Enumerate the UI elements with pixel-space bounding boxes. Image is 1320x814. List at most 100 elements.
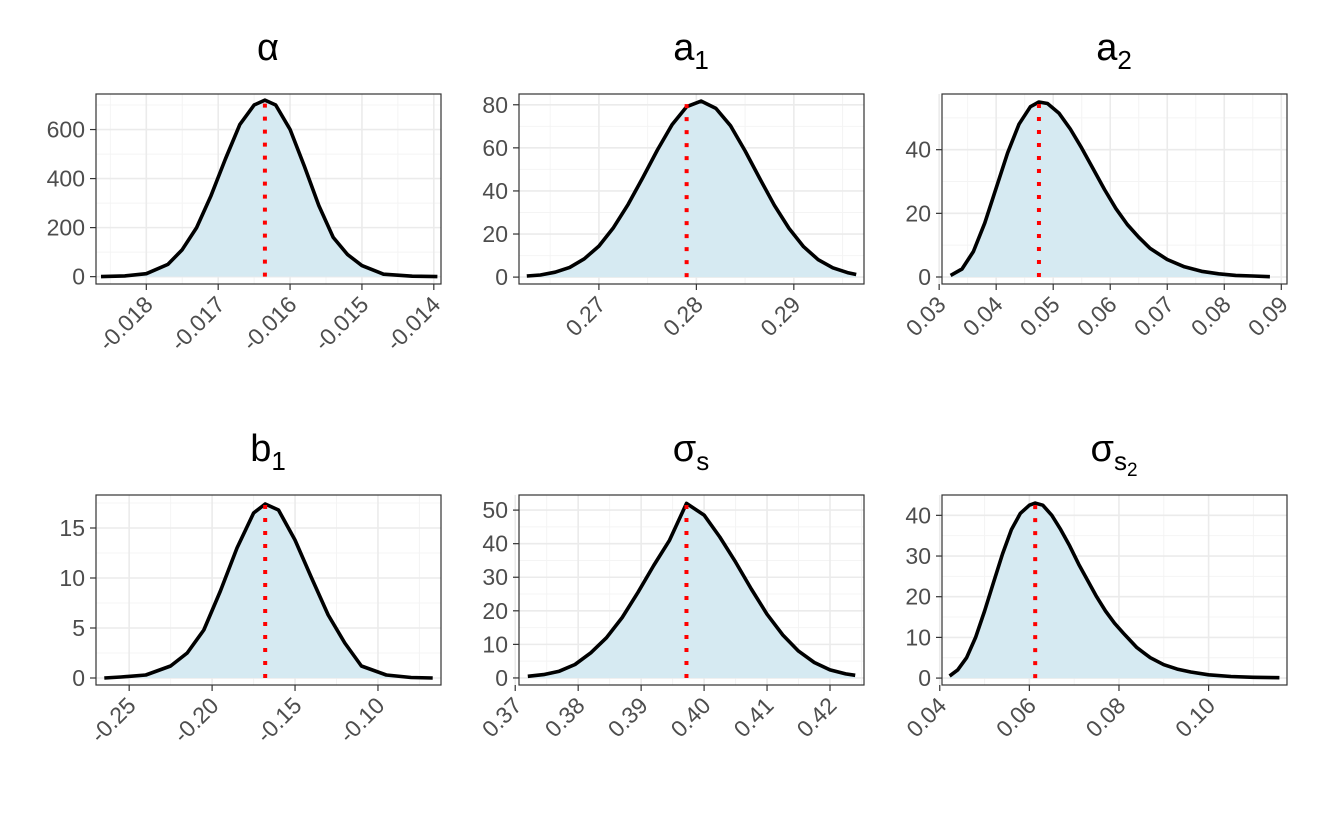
density-curve <box>527 501 856 679</box>
panel-title-base: σ <box>673 428 696 470</box>
panel-title: b1 <box>250 428 286 476</box>
density-area <box>527 503 856 678</box>
x-tick-label: 0.06 <box>991 692 1041 742</box>
x-tick-label: -0.15 <box>251 692 306 747</box>
y-tick-label: 20 <box>482 598 508 624</box>
panel-title: a2 <box>1096 27 1132 75</box>
y-axis: 0 200 400 600 <box>47 117 96 290</box>
x-tick-label: -0.017 <box>165 291 230 356</box>
x-axis: 0.04 0.06 0.08 0.10 <box>901 685 1220 742</box>
y-tick-label: 30 <box>482 564 508 590</box>
density-area <box>949 503 1280 679</box>
x-tick-label: 0.04 <box>901 692 951 742</box>
panel-border <box>941 93 1288 285</box>
x-tick-label: 0.28 <box>658 291 708 341</box>
x-tick-label: 0.39 <box>603 692 653 742</box>
x-tick-label: 0.08 <box>1080 692 1130 742</box>
x-tick-label: 0.29 <box>755 291 805 341</box>
y-tick-label: 0 <box>72 665 85 691</box>
y-tick-label: 0 <box>918 665 931 691</box>
y-tick-label: 20 <box>482 221 508 247</box>
panel-border <box>941 494 1288 686</box>
x-tick-label: -0.20 <box>168 692 223 747</box>
density-curve <box>100 98 438 279</box>
y-tick-label: 10 <box>905 624 931 650</box>
panel-title-subsubscript: 2 <box>1127 460 1138 481</box>
x-tick-label: 0.07 <box>1129 291 1179 341</box>
density-area <box>104 504 433 678</box>
density-area <box>101 100 438 277</box>
density-curve <box>949 100 1270 279</box>
x-axis: 0.37 0.38 0.39 0.40 0.41 0.42 <box>477 685 842 742</box>
panel-title: α <box>257 27 279 69</box>
density-area <box>950 102 1270 277</box>
panel-title-base: b <box>250 428 271 470</box>
density-area <box>526 101 857 278</box>
y-tick-label: 10 <box>482 631 508 657</box>
x-axis: -0.25 -0.20 -0.15 -0.10 <box>85 685 390 748</box>
panel-title-base: a <box>673 27 695 69</box>
y-tick-label: 40 <box>905 502 931 528</box>
x-tick-label: -0.10 <box>334 692 389 747</box>
y-tick-label: 10 <box>59 565 85 591</box>
y-tick-label: 0 <box>495 264 508 290</box>
x-tick-label: 0.09 <box>1243 291 1293 341</box>
y-tick-label: 40 <box>482 178 508 204</box>
x-tick-label: 0.03 <box>901 291 951 341</box>
x-axis: 0.03 0.04 0.05 0.06 0.07 0.08 0.09 <box>901 284 1293 341</box>
panel-border <box>95 93 442 285</box>
y-axis: 0 5 10 15 <box>59 515 96 691</box>
y-tick-label: 200 <box>47 215 85 241</box>
density-panel-2: a1 0 20 40 60 80 0.27 0.28 0.29 <box>482 27 865 341</box>
x-tick-label: 0.06 <box>1072 291 1122 341</box>
y-tick-label: 600 <box>47 117 85 143</box>
panel-title-subscript: s <box>696 446 709 476</box>
x-tick-label: 0.10 <box>1170 692 1220 742</box>
panel-title: σs2 <box>1090 428 1137 481</box>
x-tick-label: 0.40 <box>666 692 716 742</box>
x-tick-label: -0.25 <box>85 692 140 747</box>
panel-title-base: σ <box>1090 428 1113 470</box>
panel-title-subscript: 1 <box>271 446 285 476</box>
y-tick-label: 50 <box>482 497 508 523</box>
y-tick-label: 0 <box>918 264 931 290</box>
x-tick-label: 0.05 <box>1015 291 1065 341</box>
x-tick-label: -0.015 <box>309 291 374 356</box>
y-tick-label: 30 <box>905 543 931 569</box>
y-tick-label: 0 <box>72 264 85 290</box>
x-tick-label: 0.27 <box>560 291 610 341</box>
density-curve <box>104 502 433 680</box>
panel-title-subscript: 1 <box>694 45 708 75</box>
x-tick-label: 0.42 <box>792 692 842 742</box>
panel-border <box>518 93 865 285</box>
y-tick-label: 15 <box>59 515 85 541</box>
panel-title: σs <box>673 428 709 476</box>
x-tick-label: -0.016 <box>237 291 302 356</box>
x-tick-label: 0.04 <box>958 291 1008 341</box>
y-tick-label: 400 <box>47 166 85 192</box>
panel-border <box>518 494 865 686</box>
panel-title-base: α <box>257 27 279 69</box>
panel-title-subscript: s <box>1114 446 1127 476</box>
y-axis: 0 10 20 30 40 50 <box>482 497 519 691</box>
y-tick-label: 40 <box>482 531 508 557</box>
y-tick-label: 60 <box>482 135 508 161</box>
panel-title: a1 <box>673 27 709 75</box>
y-tick-label: 20 <box>905 584 931 610</box>
y-tick-label: 0 <box>495 665 508 691</box>
x-axis: -0.018 -0.017 -0.016 -0.015 -0.014 <box>93 284 445 356</box>
y-axis: 0 20 40 <box>905 137 942 290</box>
y-tick-label: 5 <box>72 615 85 641</box>
x-axis: 0.27 0.28 0.29 <box>560 284 805 341</box>
density-panel-5: σs 0 10 20 30 40 50 0.37 0.38 0.39 0.40 0.41 0.42 <box>477 428 865 742</box>
y-tick-label: 40 <box>905 137 931 163</box>
x-tick-label: 0.38 <box>540 692 590 742</box>
x-tick-label: -0.018 <box>93 291 158 356</box>
density-panel-1: α 0 200 400 600 -0.018 -0.017 -0.016 -0.015 -0.01… <box>47 27 446 356</box>
x-tick-label: 0.08 <box>1186 291 1236 341</box>
panel-border <box>95 494 442 686</box>
